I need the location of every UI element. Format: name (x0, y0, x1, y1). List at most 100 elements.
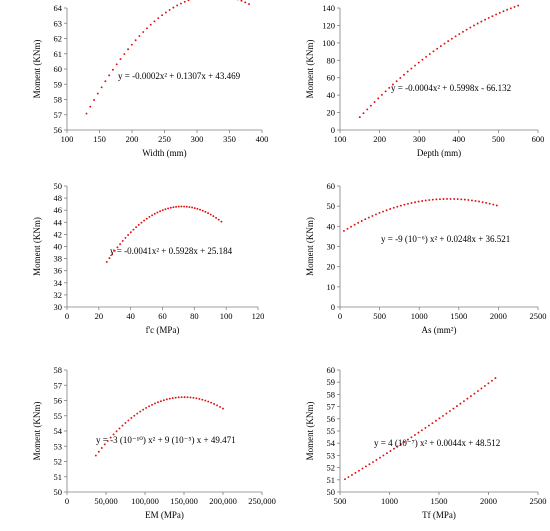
data-point (439, 45, 442, 48)
data-point (219, 405, 221, 408)
data-point (201, 398, 204, 401)
data-point (135, 226, 138, 229)
data-point (436, 47, 439, 50)
y-tick-label: 0 (331, 302, 335, 312)
x-tick-label: 2500 (530, 311, 547, 321)
data-point (204, 210, 207, 213)
y-tick-label: 34 (54, 278, 63, 288)
data-point (154, 402, 156, 405)
data-point (145, 406, 148, 409)
data-point (414, 201, 417, 204)
data-point (438, 198, 441, 201)
y-tick-label: 54 (54, 426, 63, 436)
y-tick-label: 46 (54, 205, 63, 215)
data-point (207, 212, 210, 215)
data-point (167, 207, 170, 210)
x-tick-label: 1000 (411, 311, 428, 321)
data-point (115, 63, 118, 66)
data-point (373, 101, 376, 103)
y-tick-label: 57 (54, 110, 63, 120)
fit-equation: y = -3 (10⁻¹⁰) x² + 9 (10⁻⁵) x + 49.471 (96, 435, 236, 445)
y-tick-label: 36 (54, 266, 63, 276)
data-point (410, 202, 413, 204)
data-point (198, 397, 201, 400)
y-tick-label: 42 (54, 229, 63, 239)
data-point (438, 417, 441, 420)
x-tick-label: 300 (191, 134, 204, 144)
data-point (127, 48, 130, 51)
data-point (209, 213, 212, 216)
fit-equation: y = -0.0004x² + 0.5998x - 66.132 (391, 83, 511, 93)
x-tick-label: 500 (373, 311, 386, 321)
data-point (106, 439, 109, 442)
data-point (371, 214, 374, 217)
data-point (185, 205, 188, 208)
data-point (130, 43, 133, 46)
y-tick-label: 59 (54, 79, 63, 89)
y-tick-label: 48 (54, 193, 63, 203)
data-point (461, 30, 464, 33)
x-tick-label: 20 (95, 311, 104, 321)
data-point (350, 225, 353, 228)
y-tick-label: 50 (327, 201, 336, 211)
data-point (460, 198, 463, 201)
y-tick-label: 61 (54, 49, 63, 59)
x-tick-label: 60 (158, 311, 167, 321)
data-point (112, 68, 114, 71)
data-point (89, 105, 92, 108)
data-point (168, 8, 171, 11)
data-point (124, 236, 127, 239)
data-point (432, 50, 435, 53)
data-point (177, 396, 180, 399)
data-point (217, 218, 220, 221)
x-tick-label: 300 (413, 134, 426, 144)
data-point (455, 405, 458, 408)
data-point (171, 397, 174, 400)
chart-panel-3: 0 20 40 60 80 100 120 30 32 34 36 38 40 42 44 46 48 50 f'c… (32, 181, 264, 335)
y-tick-label: 140 (322, 3, 335, 13)
data-point (358, 116, 361, 119)
y-tick-label: 64 (54, 3, 63, 13)
data-point (343, 229, 345, 232)
data-point (410, 436, 413, 439)
data-point (94, 454, 97, 457)
data-point (399, 204, 402, 207)
chart-panel-6: 500 1000 1500 2000 2500 50 51 52 53 54 55 56 57 58 59 6… (305, 365, 547, 520)
y-axis-label: Moment (KNm) (305, 40, 315, 99)
data-point (513, 5, 516, 8)
x-tick-label: 2000 (490, 311, 507, 321)
data-point (417, 61, 420, 64)
x-tick-label: 1000 (381, 496, 398, 506)
y-tick-label: 50 (327, 487, 336, 497)
data-point (207, 400, 210, 403)
data-point (180, 2, 182, 5)
data-point (100, 447, 103, 449)
data-point (183, 0, 186, 3)
data-point (216, 404, 219, 407)
data-point (351, 474, 353, 476)
data-point (379, 456, 381, 459)
data-point (377, 97, 380, 100)
data-point (406, 438, 409, 441)
data-point (403, 73, 405, 76)
data-point (180, 205, 183, 208)
data-point (469, 26, 472, 29)
x-tick-label: 0 (65, 496, 69, 506)
y-tick-label: 100 (322, 38, 335, 48)
data-point (487, 16, 490, 19)
data-point (448, 410, 451, 412)
fit-equation: y = -9 (10⁻⁶) x² + 0.0248x + 36.521 (381, 234, 510, 244)
data-point (213, 403, 216, 405)
data-point (189, 396, 192, 399)
x-tick-label: 1500 (450, 311, 467, 321)
data-point (396, 205, 399, 208)
y-tick-label: 40 (54, 242, 63, 252)
data-point (96, 92, 99, 95)
data-point (177, 205, 180, 208)
data-point (191, 206, 194, 209)
data-point (357, 221, 360, 224)
x-tick-label: 2000 (480, 496, 497, 506)
data-point (123, 53, 126, 56)
data-point (473, 24, 475, 27)
data-point (424, 199, 427, 202)
